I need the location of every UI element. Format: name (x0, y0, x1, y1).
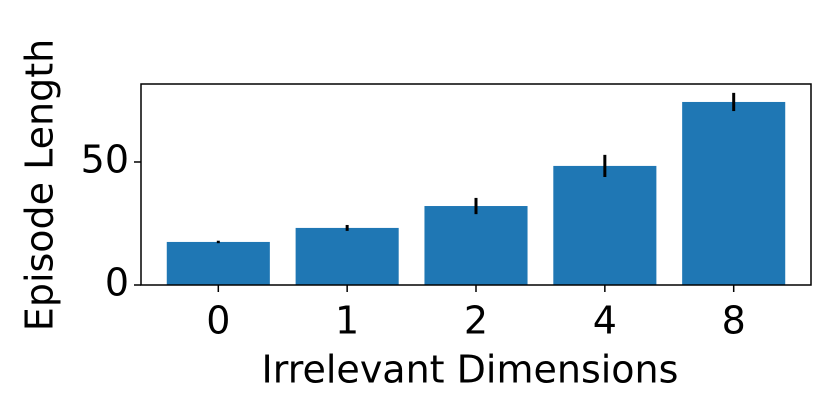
bar (424, 206, 528, 285)
y-axis-label: Episode Length (18, 39, 62, 331)
y-tick-label: 0 (105, 261, 129, 305)
x-tick-label: 1 (335, 299, 359, 343)
x-tick-label: 4 (593, 299, 617, 343)
x-axis-label: Irrelevant Dimensions (262, 348, 679, 392)
x-tick-label: 8 (722, 299, 746, 343)
bar (166, 241, 270, 285)
x-tick-label: 2 (464, 299, 488, 343)
x-tick-label: 0 (206, 299, 230, 343)
y-tick-label: 50 (81, 137, 129, 181)
plot-frame (140, 83, 812, 286)
bar (682, 101, 786, 285)
bar (295, 227, 399, 285)
bar (553, 165, 657, 285)
